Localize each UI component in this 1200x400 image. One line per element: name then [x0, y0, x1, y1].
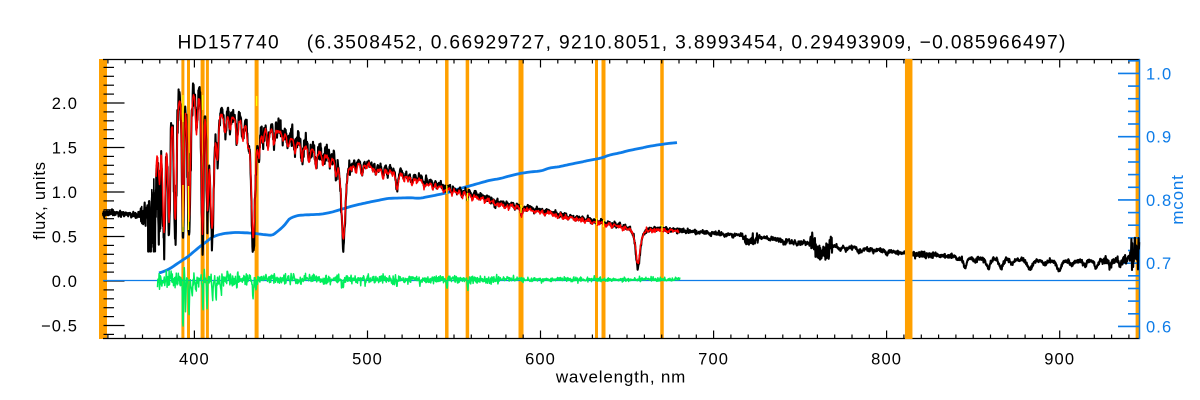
svg-text:0.9: 0.9 [1146, 129, 1172, 147]
svg-text:700: 700 [698, 351, 729, 369]
svg-text:800: 800 [871, 351, 902, 369]
svg-text:500: 500 [352, 351, 383, 369]
svg-text:1.0: 1.0 [1146, 65, 1172, 83]
svg-text:0.8: 0.8 [1146, 192, 1172, 210]
svg-text:0.5: 0.5 [52, 228, 78, 246]
svg-text:wavelength, nm: wavelength, nm [555, 368, 686, 387]
svg-text:HD157740 (6.3508452, 0.6692: HD157740 (6.3508452, 0.66929727, 9210.80… [178, 33, 1067, 54]
svg-text:0.0: 0.0 [52, 273, 78, 291]
svg-text:600: 600 [525, 351, 556, 369]
svg-text:2.0: 2.0 [52, 95, 78, 113]
svg-text:400: 400 [179, 351, 210, 369]
svg-text:mcont: mcont [1168, 174, 1187, 224]
svg-text:0.7: 0.7 [1146, 255, 1172, 273]
svg-text:flux, units: flux, units [31, 161, 49, 240]
svg-text:0.6: 0.6 [1146, 318, 1172, 336]
svg-text:1.0: 1.0 [52, 184, 78, 202]
svg-text:−0.5: −0.5 [41, 317, 78, 335]
svg-text:1.5: 1.5 [52, 139, 78, 157]
svg-text:900: 900 [1044, 351, 1075, 369]
